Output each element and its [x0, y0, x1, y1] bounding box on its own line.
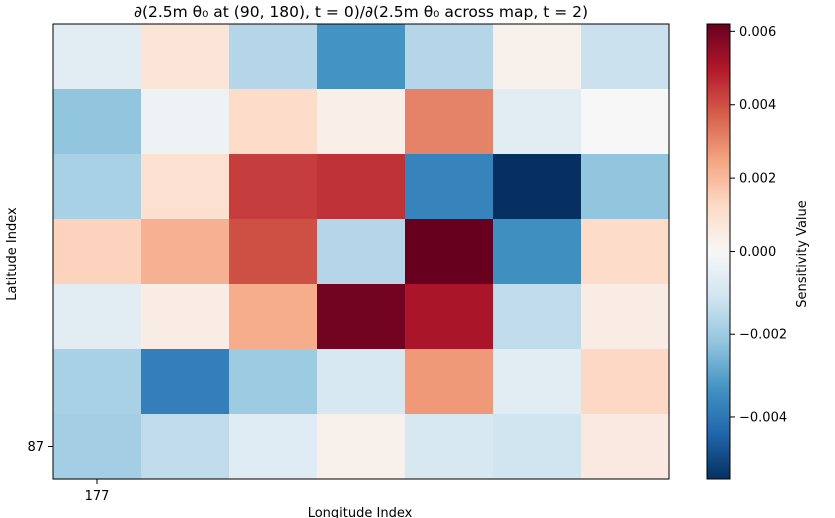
colorbar-tick-label: 0.000 [739, 245, 776, 260]
x-axis-ticks: 177 [85, 479, 110, 504]
heatmap-cell [405, 349, 494, 415]
heatmap-cell [581, 349, 670, 415]
heatmap-cell [141, 89, 230, 155]
x-axis-label: Longitude Index [308, 506, 413, 518]
heatmap-cell [229, 284, 318, 350]
heatmap-cell [493, 219, 582, 285]
y-tick-label: 87 [27, 440, 44, 455]
heatmap-cell [405, 89, 494, 155]
colorbar-ticks: −0.004 −0.002 0.000 0.002 0.004 0.006 [730, 25, 787, 425]
heatmap-cell [317, 89, 406, 155]
heatmap-cell [229, 219, 318, 285]
heatmap-cell [317, 154, 406, 220]
heatmap-cell [53, 349, 142, 415]
colorbar-tick-label: 0.006 [739, 25, 776, 40]
heatmap-cell [581, 24, 670, 90]
heatmap-cell [581, 284, 670, 350]
heatmap-cell [141, 284, 230, 350]
heatmap-cell [141, 414, 230, 480]
heatmap-cell [317, 284, 406, 350]
heatmap-cell [229, 349, 318, 415]
heatmap-cell [53, 154, 142, 220]
heatmap-cell [493, 154, 582, 220]
heatmap-cell [405, 414, 494, 480]
heatmap-cell [53, 89, 142, 155]
heatmap-cell [229, 154, 318, 220]
heatmap-cell [229, 24, 318, 90]
heatmap-cell [405, 24, 494, 90]
heatmap-cell [493, 414, 582, 480]
heatmap-cell [141, 24, 230, 90]
heatmap-cell [493, 284, 582, 350]
heatmap-cell [493, 89, 582, 155]
heatmap-cell [405, 154, 494, 220]
colorbar [706, 23, 731, 480]
colorbar-tick-label: −0.002 [739, 328, 787, 343]
heatmap-cell [405, 219, 494, 285]
heatmap-cell [141, 219, 230, 285]
heatmap-cell [317, 414, 406, 480]
heatmap-cell [141, 154, 230, 220]
x-tick-label: 177 [85, 489, 110, 504]
heatmap-cell [53, 414, 142, 480]
heatmap-cell [229, 89, 318, 155]
heatmap-cell [581, 154, 670, 220]
colorbar-tick-label: 0.004 [739, 98, 776, 113]
heatmap-cell [581, 89, 670, 155]
colorbar-tick-label: −0.004 [739, 410, 787, 425]
heatmap-cell [317, 219, 406, 285]
heatmap-cell [581, 219, 670, 285]
heatmap-cell [581, 414, 670, 480]
heatmap-cell [493, 349, 582, 415]
heatmap-cell [53, 219, 142, 285]
heatmap-cell [317, 24, 406, 90]
heatmap-cell [493, 24, 582, 90]
heatmap-cell [53, 284, 142, 350]
heatmap-cells [53, 24, 670, 480]
chart-title: ∂(2.5m θ₀ at (90, 180), t = 0)/∂(2.5m θ₀… [134, 3, 588, 21]
heatmap-cell [141, 349, 230, 415]
colorbar-label: Sensitivity Value [795, 200, 810, 308]
y-axis-label: Latitude Index [5, 207, 20, 301]
plot-frame [52, 23, 670, 480]
heatmap-cell [53, 24, 142, 90]
heatmap-cell [405, 284, 494, 350]
colorbar-tick-label: 0.002 [739, 172, 776, 187]
heatmap-cell [317, 349, 406, 415]
y-axis-ticks: 87 [27, 440, 53, 455]
heatmap-cell [229, 414, 318, 480]
